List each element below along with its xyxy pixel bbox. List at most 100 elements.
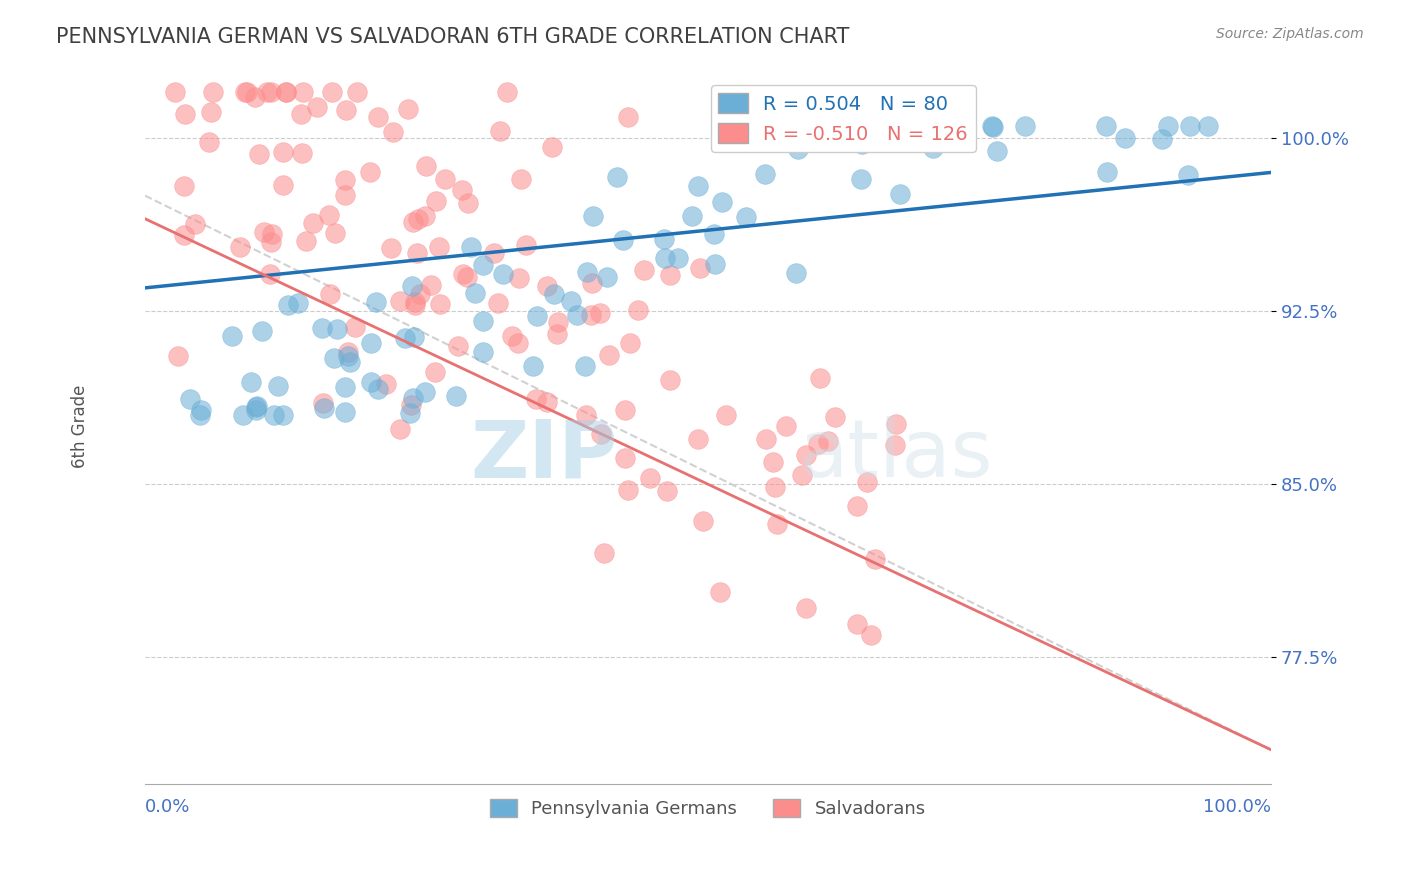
Point — [865, 551, 887, 566]
Point — [402, 330, 425, 344]
Point — [692, 515, 714, 529]
Point — [402, 391, 425, 405]
Point — [318, 208, 340, 222]
Point — [775, 419, 797, 434]
Point — [453, 267, 475, 281]
Point — [406, 211, 429, 226]
Point — [714, 409, 737, 423]
Point — [163, 85, 186, 99]
Point — [501, 329, 523, 343]
Point — [184, 218, 207, 232]
Point — [456, 270, 478, 285]
Point — [1114, 131, 1136, 145]
Point — [1152, 132, 1174, 146]
Point — [681, 209, 703, 223]
Point — [582, 209, 605, 223]
Text: 100.0%: 100.0% — [1204, 798, 1271, 816]
Point — [522, 359, 544, 374]
Point — [319, 286, 342, 301]
Point — [846, 499, 869, 513]
Point — [173, 178, 195, 193]
Point — [311, 321, 333, 335]
Point — [472, 313, 495, 327]
Point — [796, 448, 818, 462]
Point — [404, 295, 426, 310]
Point — [233, 85, 256, 99]
Text: Source: ZipAtlas.com: Source: ZipAtlas.com — [1216, 27, 1364, 41]
Point — [245, 400, 267, 414]
Point — [337, 345, 360, 359]
Point — [367, 111, 389, 125]
Point — [688, 179, 710, 194]
Point — [360, 375, 382, 389]
Point — [375, 376, 398, 391]
Point — [581, 308, 603, 322]
Point — [460, 240, 482, 254]
Point — [856, 475, 879, 489]
Point — [755, 432, 778, 446]
Point — [786, 142, 808, 156]
Point — [627, 302, 650, 317]
Point — [367, 382, 389, 396]
Point — [287, 296, 309, 310]
Point — [792, 468, 814, 483]
Point — [263, 408, 285, 422]
Point — [1094, 120, 1116, 134]
Point — [276, 85, 298, 99]
Point — [763, 480, 786, 494]
Point — [785, 266, 807, 280]
Point — [1180, 120, 1202, 134]
Point — [312, 395, 335, 409]
Point — [302, 217, 325, 231]
Point — [415, 159, 437, 173]
Point — [617, 110, 640, 124]
Point — [526, 310, 548, 324]
Point — [617, 483, 640, 497]
Y-axis label: 6th Grade: 6th Grade — [72, 384, 89, 468]
Point — [239, 375, 262, 389]
Point — [291, 146, 314, 161]
Text: 0.0%: 0.0% — [145, 798, 190, 816]
Point — [346, 85, 368, 99]
Point — [574, 359, 596, 373]
Point — [335, 188, 357, 202]
Point — [851, 137, 873, 152]
Point — [229, 240, 252, 254]
Point — [817, 434, 839, 448]
Point — [323, 226, 346, 240]
Point — [658, 373, 681, 387]
Point — [546, 327, 568, 342]
Point — [256, 85, 278, 99]
Point — [612, 233, 634, 247]
Point — [434, 172, 457, 186]
Point — [655, 483, 678, 498]
Point — [859, 628, 882, 642]
Point — [415, 384, 437, 399]
Point — [247, 147, 270, 161]
Point — [335, 103, 357, 118]
Point — [339, 355, 361, 369]
Point — [652, 232, 675, 246]
Point — [402, 214, 425, 228]
Point — [166, 349, 188, 363]
Point — [709, 585, 731, 599]
Point — [593, 546, 616, 560]
Point — [360, 335, 382, 350]
Point — [406, 245, 429, 260]
Point — [589, 306, 612, 320]
Point — [981, 120, 1004, 134]
Point — [689, 261, 711, 276]
Point — [190, 403, 212, 417]
Point — [451, 183, 474, 197]
Point — [274, 85, 297, 99]
Point — [381, 125, 404, 139]
Point — [981, 120, 1004, 134]
Point — [179, 392, 201, 406]
Text: ZIP: ZIP — [471, 416, 617, 494]
Point — [273, 178, 295, 193]
Point — [232, 408, 254, 422]
Point — [614, 403, 637, 417]
Point — [807, 436, 830, 450]
Point — [536, 395, 558, 409]
Point — [589, 427, 612, 442]
